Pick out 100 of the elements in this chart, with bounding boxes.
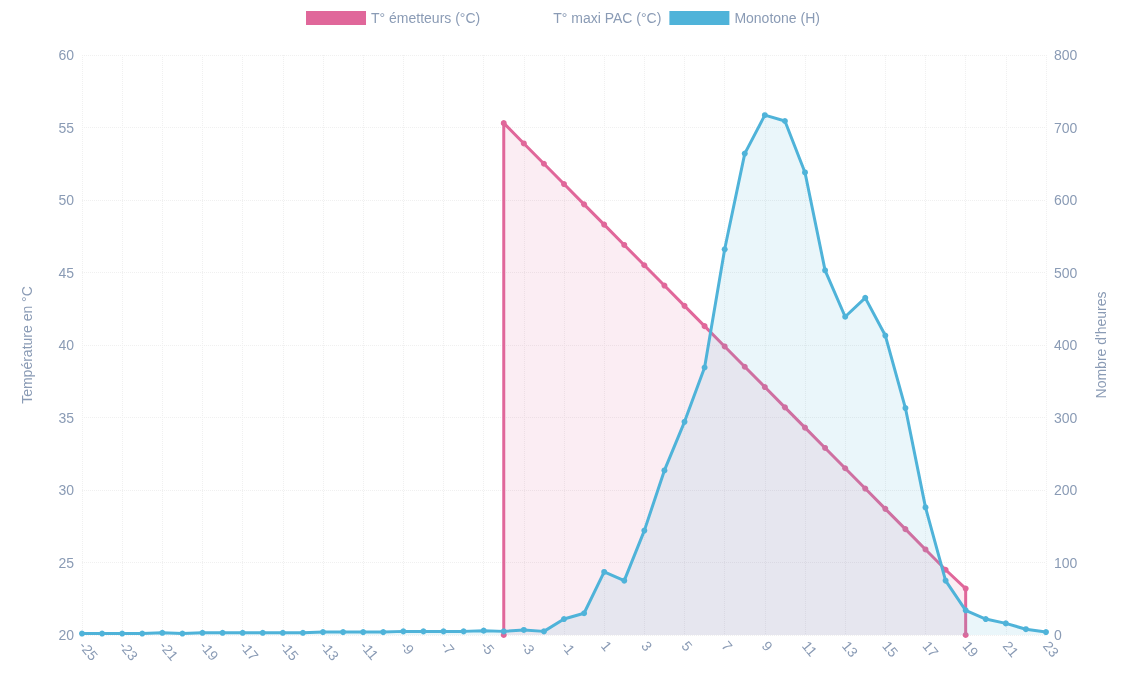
y-tick-label: 30 [58, 482, 75, 498]
point [259, 629, 266, 636]
point [460, 628, 467, 635]
point [721, 343, 728, 350]
y-tick-label: 40 [58, 337, 75, 353]
y-tick-label: 50 [58, 192, 75, 208]
point [962, 607, 969, 614]
point [661, 282, 668, 289]
point [902, 405, 909, 412]
point [922, 504, 929, 511]
point [942, 577, 949, 584]
point [540, 628, 547, 635]
point [882, 332, 889, 339]
point [520, 140, 527, 147]
point [681, 302, 688, 309]
point [581, 201, 588, 208]
x-tick-label: -3 [517, 637, 539, 658]
point [902, 526, 909, 533]
x-tick-label: -5 [477, 637, 498, 658]
point [621, 577, 628, 584]
point [360, 629, 367, 636]
x-tick-label: -11 [357, 637, 382, 664]
y2-axis-title: Nombre d'heures [1093, 291, 1109, 399]
point [621, 241, 628, 248]
point [822, 267, 829, 274]
point [1002, 620, 1009, 627]
point [561, 616, 567, 623]
point [99, 630, 106, 637]
point [862, 485, 869, 492]
point [741, 150, 748, 157]
point [842, 465, 849, 472]
x-tick-label: -21 [156, 637, 182, 664]
point [139, 630, 146, 637]
point [320, 629, 326, 636]
point [179, 630, 186, 637]
x-tick-label: 21 [999, 637, 1023, 661]
y-axis-title: Température en °C [19, 286, 35, 404]
x-tick-label: 5 [678, 637, 696, 655]
point [882, 505, 889, 512]
point [601, 568, 608, 575]
y-tick-label: 45 [58, 264, 75, 281]
point [761, 384, 768, 391]
y-tick-label: 55 [58, 119, 75, 136]
x-tick-label: -23 [116, 637, 142, 664]
point [500, 628, 507, 635]
x-tick-label: 1 [598, 637, 616, 655]
text: T° maxi PAC (°C) [553, 10, 662, 26]
point [79, 630, 85, 637]
x-tick-label: -17 [236, 637, 262, 664]
point [581, 610, 588, 617]
point [761, 112, 768, 119]
x-tick-label: -15 [276, 637, 303, 664]
point [159, 629, 166, 636]
point [802, 169, 808, 176]
point [480, 627, 487, 634]
x-tick-label: -9 [397, 637, 418, 658]
y-tick-label: 20 [58, 627, 75, 643]
point [781, 404, 788, 411]
point [641, 262, 648, 269]
point [219, 629, 226, 636]
point [982, 616, 989, 623]
point [721, 246, 728, 253]
y2-tick-label: 700 [1054, 119, 1078, 136]
point [239, 629, 246, 636]
point [540, 160, 547, 167]
y-tick-label: 25 [58, 554, 75, 571]
x-tick-label: 11 [798, 637, 821, 660]
point [340, 629, 347, 636]
point [400, 628, 407, 635]
point [962, 632, 969, 638]
point [1043, 629, 1049, 636]
point [701, 364, 708, 371]
y2-tick-label: 300 [1054, 409, 1078, 426]
point [922, 546, 929, 553]
y2-tick-label: 100 [1054, 554, 1078, 571]
point [299, 629, 306, 636]
point [842, 313, 849, 320]
y-tick-label: 60 [58, 47, 75, 63]
point [741, 363, 748, 370]
y2-tick-label: 400 [1054, 337, 1078, 353]
x-tick-label: -25 [75, 637, 102, 664]
point [661, 467, 668, 474]
x-tick-label: 9 [758, 637, 777, 655]
point [862, 294, 869, 301]
point [279, 629, 286, 636]
legend-label: Monotone (H) [734, 10, 820, 26]
point [380, 629, 387, 636]
point [1022, 626, 1029, 633]
y2-tick-label: 800 [1054, 47, 1078, 63]
point [199, 629, 206, 636]
x-tick-label: 15 [879, 637, 902, 661]
point [781, 117, 788, 124]
x-tick-label: -7 [437, 637, 458, 658]
y-tick-label: 35 [58, 409, 75, 426]
y2-tick-label: 200 [1054, 482, 1078, 498]
x-tick-label: 19 [959, 637, 982, 661]
y2-tick-label: 0 [1054, 627, 1062, 643]
x-tick-label: -19 [196, 637, 222, 664]
point [119, 630, 126, 637]
x-tick-label: 13 [839, 637, 862, 661]
